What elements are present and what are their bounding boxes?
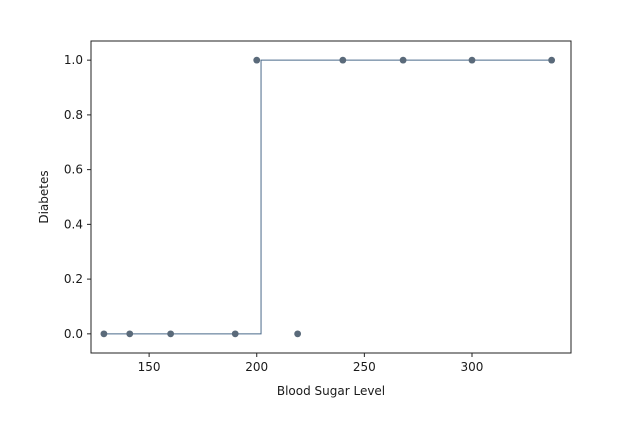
x-axis-label: Blood Sugar Level: [277, 384, 385, 398]
data-point-4: [253, 56, 261, 64]
x-tick-label-2: 250: [353, 360, 376, 374]
data-point-5: [294, 330, 302, 338]
y-tick-label-1: 0.2: [64, 272, 83, 286]
data-point-8: [468, 56, 476, 64]
x-tick-label-1: 200: [245, 360, 268, 374]
x-tick-label-0: 150: [138, 360, 161, 374]
y-tick-label-3: 0.6: [64, 163, 83, 177]
data-point-2: [167, 330, 175, 338]
step-line-0: [103, 59, 552, 335]
y-axis-label: Diabetes: [37, 170, 51, 223]
plot-area: [90, 40, 572, 354]
x-tick-label-3: 300: [461, 360, 484, 374]
data-point-1: [126, 330, 134, 338]
data-point-6: [339, 56, 347, 64]
y-tick-label-5: 1.0: [64, 53, 83, 67]
data-point-7: [399, 56, 407, 64]
axis-ticks: 150 200 250 300 0.0 0.2 0.4 0.6 0.8 1.0: [64, 53, 484, 374]
y-tick-label-2: 0.4: [64, 217, 83, 231]
axis-labels: Blood Sugar Level Diabetes: [37, 170, 385, 398]
y-tick-label-0: 0.0: [64, 327, 83, 341]
data-point-9: [548, 56, 556, 64]
data-point-0: [100, 330, 108, 338]
y-tick-label-4: 0.8: [64, 108, 83, 122]
plot-frame: [90, 40, 572, 354]
data-point-3: [231, 330, 239, 338]
